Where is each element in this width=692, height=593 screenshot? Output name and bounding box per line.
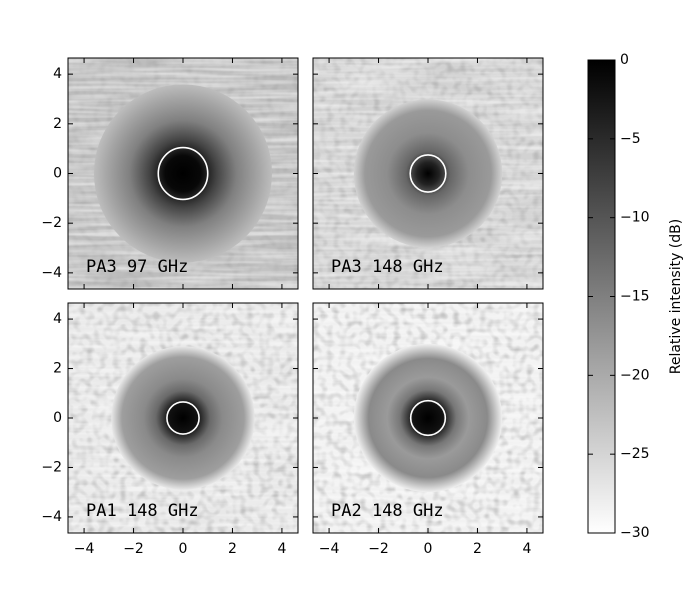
y-tick-label: 2 bbox=[53, 361, 62, 377]
x-tick-label: 4 bbox=[522, 541, 531, 557]
panel-label: PA2 148 GHz bbox=[331, 501, 444, 521]
colorbar-label: Relative intensity (dB) bbox=[668, 219, 684, 374]
colorbar-tick-label: −20 bbox=[620, 367, 650, 383]
y-tick-label: −4 bbox=[41, 509, 62, 525]
x-tick-label: −4 bbox=[74, 541, 95, 557]
beam bbox=[353, 343, 503, 493]
contour bbox=[157, 146, 209, 201]
x-tick-label: 4 bbox=[277, 541, 286, 557]
y-tick-label: 0 bbox=[53, 166, 62, 182]
y-tick-label: 2 bbox=[53, 116, 62, 132]
colorbar-tick-label: 0 bbox=[620, 52, 629, 68]
contour bbox=[409, 154, 447, 193]
contour bbox=[409, 399, 447, 437]
x-tick-label: 0 bbox=[179, 541, 188, 557]
panel-label: PA3 148 GHz bbox=[331, 257, 444, 277]
y-tick-label: 4 bbox=[53, 311, 62, 327]
y-tick-label: −4 bbox=[41, 265, 62, 281]
heatmap-image bbox=[68, 58, 298, 289]
x-tick-label: 2 bbox=[473, 541, 482, 557]
x-tick-label: −2 bbox=[368, 541, 389, 557]
colorbar-tick-label: −30 bbox=[620, 525, 650, 541]
x-tick-label: −2 bbox=[123, 541, 144, 557]
heatmap-image bbox=[313, 58, 543, 289]
x-tick-label: 0 bbox=[424, 541, 433, 557]
heatmap-image bbox=[313, 303, 543, 533]
beam bbox=[353, 99, 503, 248]
panel-label: PA1 148 GHz bbox=[86, 501, 199, 521]
x-tick-label: 2 bbox=[228, 541, 237, 557]
colorbar-tick-label: −5 bbox=[620, 131, 641, 147]
beam bbox=[93, 84, 273, 263]
panel-label: PA3 97 GHz bbox=[86, 257, 188, 277]
beam bbox=[111, 346, 255, 490]
x-tick-label: −4 bbox=[319, 541, 340, 557]
colorbar-tick-label: −15 bbox=[620, 289, 650, 305]
y-tick-label: −2 bbox=[41, 215, 62, 231]
contour bbox=[166, 401, 200, 435]
y-tick-label: −2 bbox=[41, 459, 62, 475]
colorbar-tick-label: −25 bbox=[620, 446, 650, 462]
y-tick-label: 0 bbox=[53, 410, 62, 426]
heatmap-image bbox=[68, 303, 298, 533]
y-tick-label: 4 bbox=[53, 66, 62, 82]
colorbar-tick-label: −10 bbox=[620, 210, 650, 226]
